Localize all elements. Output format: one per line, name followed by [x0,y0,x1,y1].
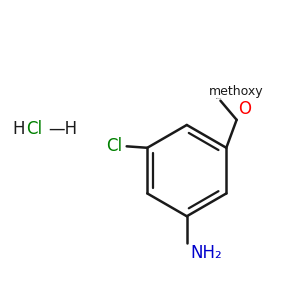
Text: H: H [12,120,25,138]
Text: —H: —H [48,120,77,138]
Text: Cl: Cl [106,137,122,155]
Text: methoxy: methoxy [216,98,222,99]
Text: Cl: Cl [26,120,43,138]
Text: methoxy: methoxy [209,85,264,98]
Text: NH₂: NH₂ [190,244,222,262]
Text: O: O [238,100,251,118]
